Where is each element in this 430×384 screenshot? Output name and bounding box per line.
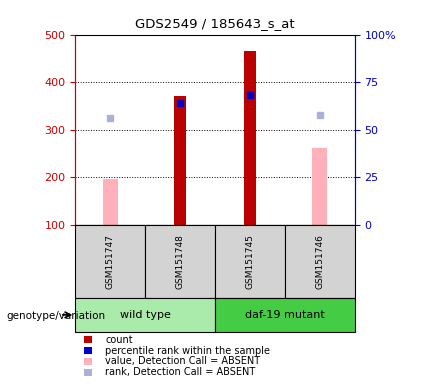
Text: rank, Detection Call = ABSENT: rank, Detection Call = ABSENT xyxy=(105,367,255,377)
FancyBboxPatch shape xyxy=(145,225,215,298)
Text: GSM151748: GSM151748 xyxy=(175,234,184,288)
FancyBboxPatch shape xyxy=(75,225,145,298)
FancyBboxPatch shape xyxy=(285,225,355,298)
FancyBboxPatch shape xyxy=(75,298,215,332)
Text: genotype/variation: genotype/variation xyxy=(6,311,106,321)
FancyBboxPatch shape xyxy=(215,298,355,332)
Text: wild type: wild type xyxy=(120,310,171,320)
Text: GSM151747: GSM151747 xyxy=(106,234,115,288)
Bar xyxy=(244,51,256,225)
Text: daf-19 mutant: daf-19 mutant xyxy=(245,310,325,320)
Text: count: count xyxy=(105,335,133,345)
Bar xyxy=(102,179,118,225)
Text: GSM151746: GSM151746 xyxy=(315,234,324,288)
Text: percentile rank within the sample: percentile rank within the sample xyxy=(105,346,270,356)
Text: GSM151745: GSM151745 xyxy=(246,234,255,288)
Bar xyxy=(174,96,186,225)
Text: value, Detection Call = ABSENT: value, Detection Call = ABSENT xyxy=(105,356,261,366)
FancyBboxPatch shape xyxy=(215,225,285,298)
Text: GDS2549 / 185643_s_at: GDS2549 / 185643_s_at xyxy=(135,17,295,30)
Bar xyxy=(312,148,328,225)
